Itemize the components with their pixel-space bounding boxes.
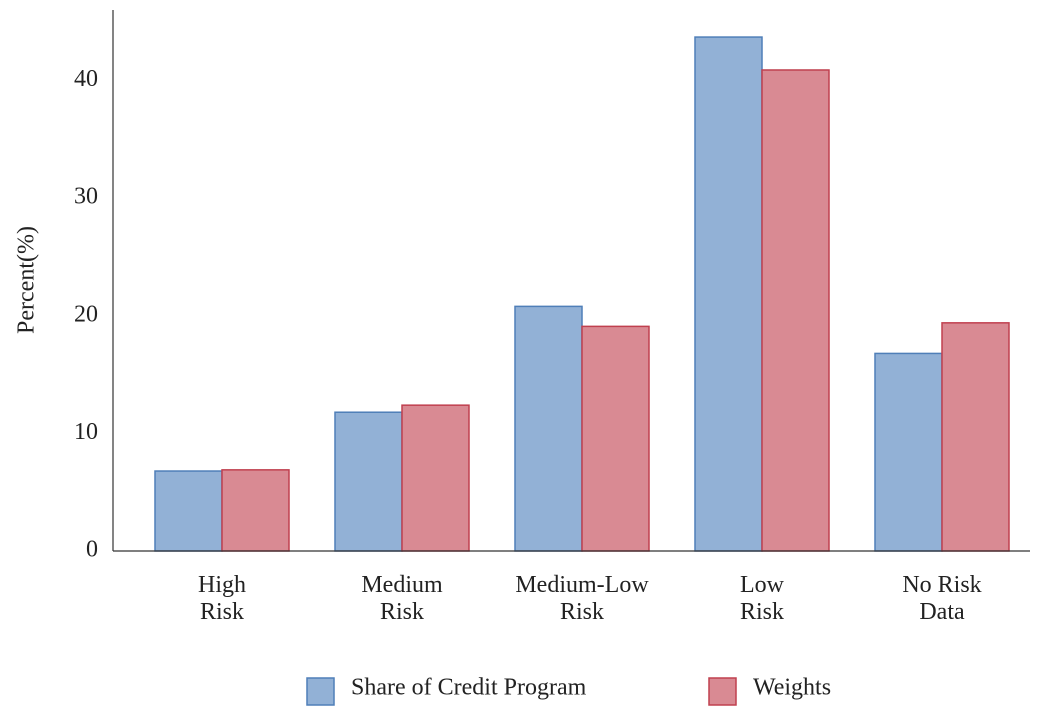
legend-swatch: [708, 677, 737, 706]
bar: [401, 404, 470, 552]
legend-swatch: [306, 677, 335, 706]
y-tick-label: 40: [74, 66, 98, 92]
bar: [334, 411, 403, 552]
x-tick-label: Low Risk: [739, 572, 784, 625]
x-tick-label: No Risk Data: [902, 572, 982, 625]
legend-label: Share of Credit Program: [351, 675, 587, 701]
bar: [154, 470, 223, 552]
x-tick-label: Medium-Low Risk: [515, 572, 649, 625]
y-tick-label: 10: [74, 419, 98, 445]
bar: [581, 325, 650, 552]
bar: [941, 322, 1010, 552]
bar: [694, 36, 763, 552]
x-tick-label: High Risk: [198, 572, 246, 625]
x-tick-label: Medium Risk: [361, 572, 443, 625]
y-tick-label: 30: [74, 184, 98, 210]
y-axis-label: Percent(%): [14, 226, 40, 334]
legend-label: Weights: [753, 675, 831, 701]
y-tick-label: 20: [74, 301, 98, 327]
bar: [221, 469, 290, 552]
bar: [874, 352, 943, 552]
bar: [514, 305, 583, 552]
y-tick-label: 0: [86, 537, 98, 563]
bar: [761, 69, 830, 552]
